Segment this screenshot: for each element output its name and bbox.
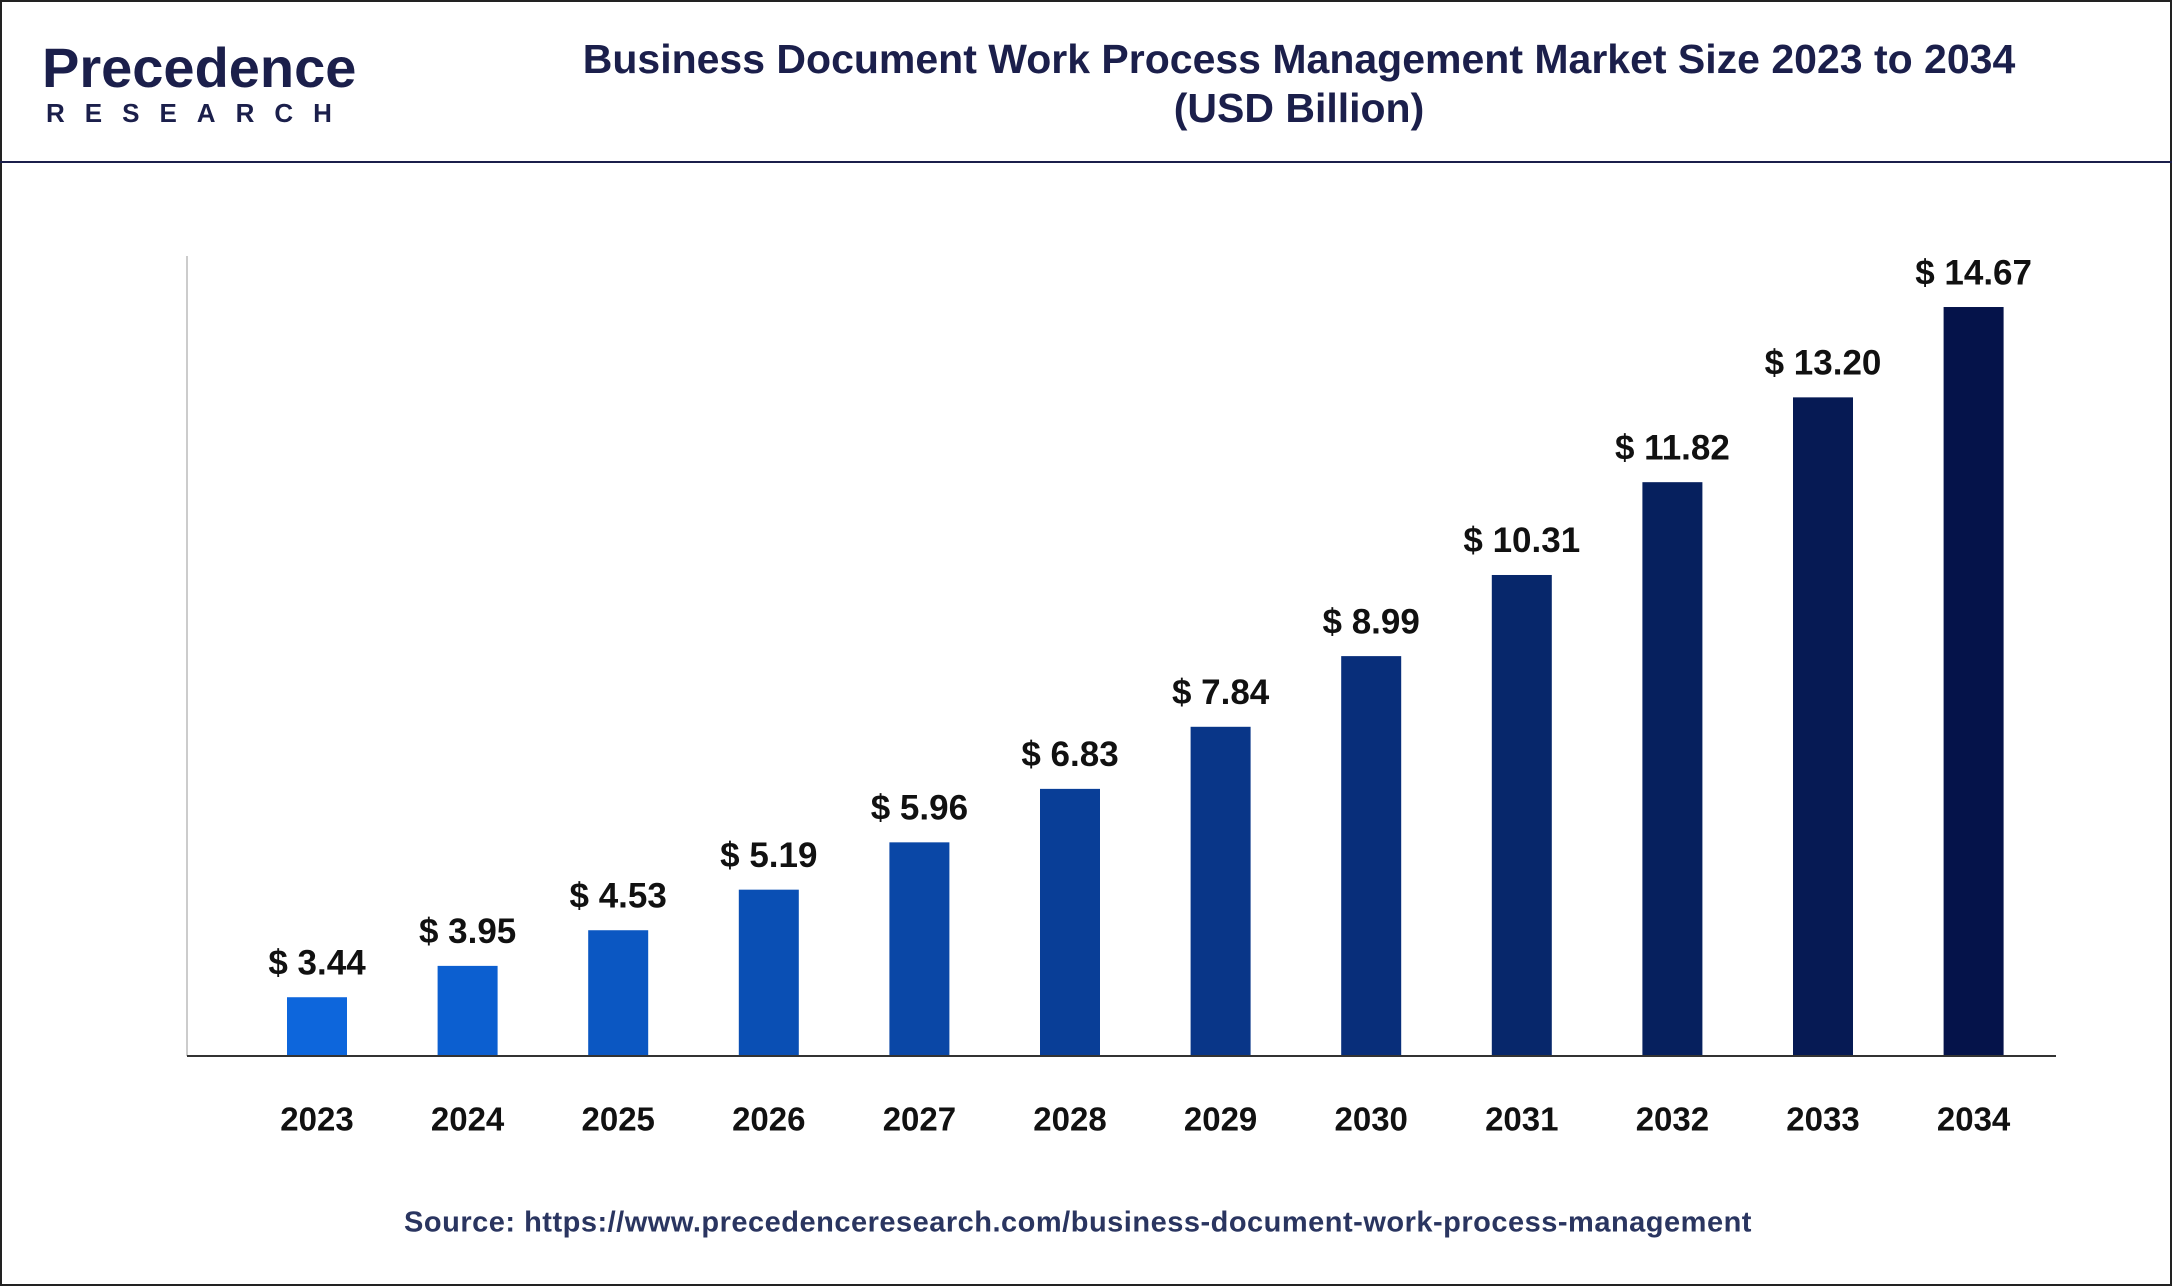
x-tick-label: 2027 xyxy=(883,1101,956,1138)
x-tick-label: 2026 xyxy=(732,1101,805,1138)
value-label: $ 3.95 xyxy=(419,912,516,951)
chart-subtitle: (USD Billion) xyxy=(1174,85,1425,131)
bar xyxy=(1040,788,1100,1055)
x-tick-label: 2031 xyxy=(1485,1101,1558,1138)
x-tick-label: 2033 xyxy=(1786,1101,1859,1138)
logo-name: Precedence xyxy=(42,36,356,99)
bar xyxy=(588,930,649,1055)
source: Source: https://www.precedenceresearch.c… xyxy=(404,1207,1752,1239)
x-tick-label: 2025 xyxy=(581,1101,654,1138)
value-label: $ 5.96 xyxy=(871,789,968,828)
x-tick-label: 2023 xyxy=(280,1101,353,1138)
bar xyxy=(889,842,950,1055)
bar xyxy=(287,997,347,1055)
x-tick-label: 2029 xyxy=(1184,1101,1257,1138)
bar xyxy=(1642,482,1703,1055)
value-label: $ 11.82 xyxy=(1615,428,1730,467)
bar xyxy=(1793,397,1853,1055)
bar xyxy=(1943,307,2004,1056)
value-label: $ 10.31 xyxy=(1463,521,1580,560)
x-tick-label: 2034 xyxy=(1937,1101,2011,1138)
value-label: $ 13.20 xyxy=(1765,344,1882,383)
value-label: $ 5.19 xyxy=(720,836,817,875)
value-label: $ 3.44 xyxy=(268,943,366,982)
bar xyxy=(437,965,498,1055)
value-label: $ 14.67 xyxy=(1915,253,2032,292)
bar xyxy=(738,889,799,1055)
x-tick-label: 2024 xyxy=(431,1101,505,1138)
value-label: $ 8.99 xyxy=(1323,602,1420,641)
x-tick-label: 2032 xyxy=(1636,1101,1709,1138)
bar xyxy=(1491,574,1552,1055)
value-label: $ 6.83 xyxy=(1021,735,1118,774)
logo-tagline: RESEARCH xyxy=(46,98,352,128)
chart-title: Business Document Work Process Managemen… xyxy=(583,36,2016,82)
x-tick-label: 2028 xyxy=(1033,1101,1106,1138)
value-label: $ 7.84 xyxy=(1172,673,1270,712)
value-label: $ 4.53 xyxy=(570,876,667,915)
bar xyxy=(1341,656,1402,1055)
x-tick-label: 2030 xyxy=(1334,1101,1407,1138)
bar xyxy=(1190,726,1251,1055)
